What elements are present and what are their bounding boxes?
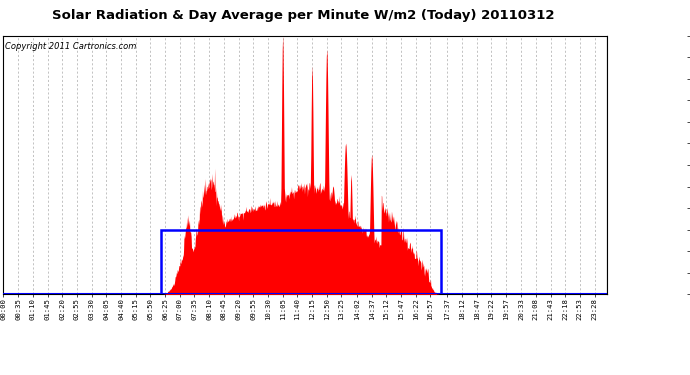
Bar	[161, 230, 441, 294]
Text: Copyright 2011 Cartronics.com: Copyright 2011 Cartronics.com	[5, 42, 136, 51]
Text: Solar Radiation & Day Average per Minute W/m2 (Today) 20110312: Solar Radiation & Day Average per Minute…	[52, 9, 555, 22]
